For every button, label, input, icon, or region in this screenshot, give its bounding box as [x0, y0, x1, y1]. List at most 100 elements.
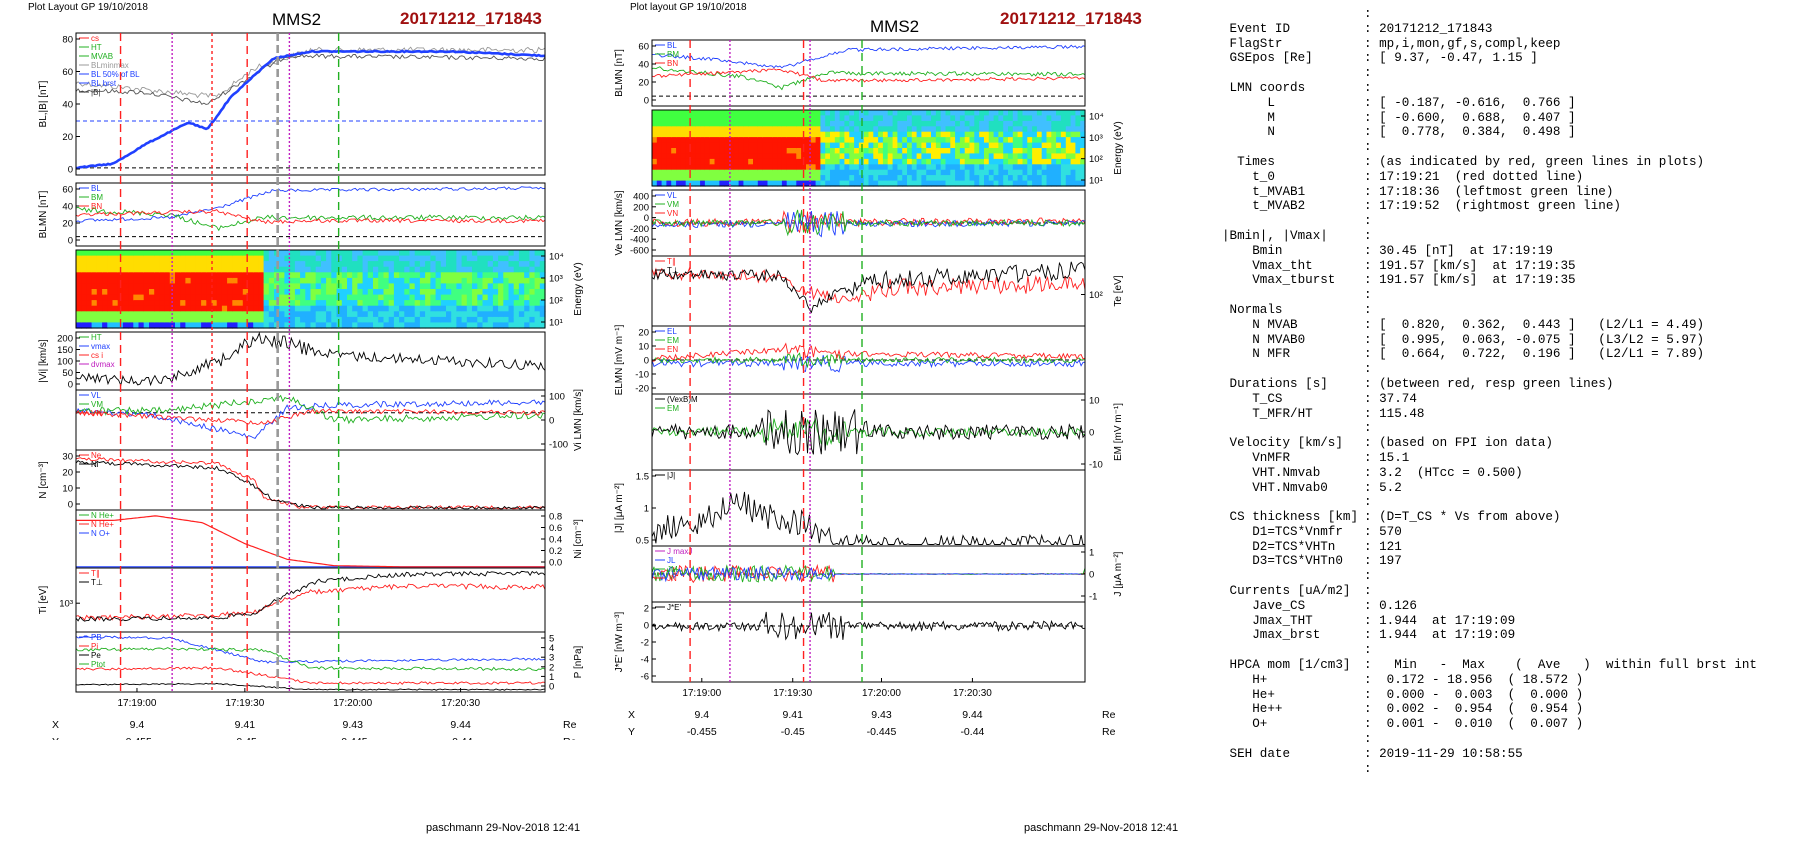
spectrogram-cell: [122, 305, 129, 312]
spectrogram-cell: [451, 294, 457, 301]
spectrogram-cell: [902, 180, 908, 187]
spectrogram-cell: [810, 126, 817, 133]
spectrogram-cell: [863, 148, 870, 154]
spectrogram-cell: [1032, 169, 1038, 176]
spectrogram-cell: [143, 289, 150, 296]
spectrogram-cell: [762, 175, 769, 182]
ve-legend-label: VN: [667, 209, 678, 218]
spectrogram-cell: [916, 153, 922, 160]
spectrogram-cell: [1046, 148, 1052, 154]
spectrogram-cell: [185, 300, 192, 307]
spectrogram-cell: [419, 305, 426, 312]
spectrogram-cell: [964, 180, 971, 187]
spectrogram-cell: [378, 266, 384, 273]
spectrogram-cell: [206, 311, 213, 318]
spectrogram-cell: [868, 169, 874, 176]
spectrogram-cell: [892, 126, 898, 133]
spectrogram-cell: [112, 250, 119, 257]
spectrogram-cell: [830, 180, 836, 187]
spectrogram-cell: [767, 142, 773, 149]
spectrogram-cell: [96, 261, 103, 268]
spectrogram-cell: [777, 180, 783, 187]
spectrogram-cell: [757, 131, 764, 138]
spectrogram-cell: [719, 175, 725, 182]
spectrogram-cell: [393, 289, 400, 296]
vi-tick-label: 0: [68, 380, 73, 391]
spectrogram-cell: [709, 110, 716, 116]
spectrogram-cell: [897, 131, 903, 138]
spectrogram-cell: [767, 115, 773, 122]
spectrogram-cell: [440, 322, 447, 329]
spectrogram-cell: [825, 120, 831, 127]
time-tick-label: 17:20:00: [333, 698, 372, 709]
spectrogram-cell: [1032, 115, 1038, 122]
spectrogram-cell: [320, 266, 327, 273]
j-series-3: [651, 565, 1086, 583]
spectrogram-cell: [133, 311, 140, 318]
spectrogram-cell: [1065, 158, 1072, 165]
spectrogram-cell: [964, 158, 971, 165]
spectrogram-cell: [820, 120, 826, 127]
spectrogram-cell: [786, 164, 793, 171]
spectrogram-cell: [781, 126, 788, 133]
info-value: : [ -0.600, 0.688, 0.407 ]: [1364, 110, 1576, 125]
spectrogram-cell: [1022, 148, 1028, 154]
spectrogram-cell: [492, 322, 499, 329]
spectrogram-cell: [513, 300, 520, 307]
spectrogram-cell: [661, 175, 667, 182]
spectrogram-cell: [492, 283, 499, 290]
spectrogram-cell: [1070, 142, 1076, 149]
spectrogram-cell: [767, 126, 773, 133]
spectrogram-cell: [154, 316, 160, 324]
spectrogram-cell: [724, 158, 730, 165]
spectrogram-cell: [887, 164, 894, 171]
spectrogram-cell: [743, 142, 749, 149]
spectrogram-cell: [404, 250, 411, 257]
info-key: SEH date: [1222, 746, 1291, 761]
spectrogram-cell: [242, 283, 249, 290]
spectrogram-cell: [796, 126, 802, 133]
spectrogram-cell: [529, 294, 536, 301]
spectrogram-cell: [180, 300, 186, 307]
spectrogram-cell: [724, 126, 730, 133]
spectrogram-cell: [820, 180, 826, 187]
spectrogram-cell: [143, 322, 150, 329]
spectrogram-cell: [748, 126, 754, 133]
spectrogram-cell: [666, 180, 672, 187]
spectrogram-cell: [950, 131, 956, 138]
spectrogram-cell: [492, 289, 499, 296]
spectrogram-cell: [690, 115, 696, 122]
spectrogram-cell: [446, 305, 452, 312]
spectrogram-cell: [122, 311, 129, 318]
spectrogram-cell: [86, 266, 93, 273]
ispec-ylabel: Energy (eV): [573, 262, 584, 315]
spectrogram-cell: [733, 148, 740, 154]
spectrogram-cell: [781, 175, 788, 182]
spectrogram-cell: [748, 175, 754, 182]
spectrogram-cell: [714, 180, 720, 187]
spectrogram-cell: [704, 169, 711, 176]
spectrogram-cell: [294, 300, 301, 307]
spectrogram-cell: [1051, 137, 1057, 144]
spectrogram-cell: [76, 322, 82, 329]
p-series-2: [75, 666, 546, 685]
spectrogram-cell: [844, 142, 850, 149]
spectrogram-cell: [964, 164, 971, 171]
spectrogram-cell: [839, 180, 845, 187]
spectrogram-cell: [748, 169, 754, 176]
spectrogram-cell: [284, 322, 291, 329]
info-key: N MFR: [1222, 347, 1291, 362]
spectrogram-cell: [175, 277, 181, 285]
time-tick-label: 17:20:00: [862, 688, 901, 699]
spectrogram-cell: [714, 137, 720, 144]
spectrogram-cell: [931, 175, 937, 182]
ti-ylabel: Ti [eV]: [38, 586, 49, 615]
spectrogram-cell: [383, 305, 390, 312]
spectrogram-cell: [508, 300, 515, 307]
spectrogram-cell: [854, 164, 860, 171]
spectrogram-cell: [128, 277, 134, 285]
spectrogram-cell: [781, 115, 788, 122]
spectrogram-cell: [164, 311, 171, 318]
spectrogram-cell: [680, 158, 687, 165]
spectrogram-cell: [902, 153, 908, 160]
